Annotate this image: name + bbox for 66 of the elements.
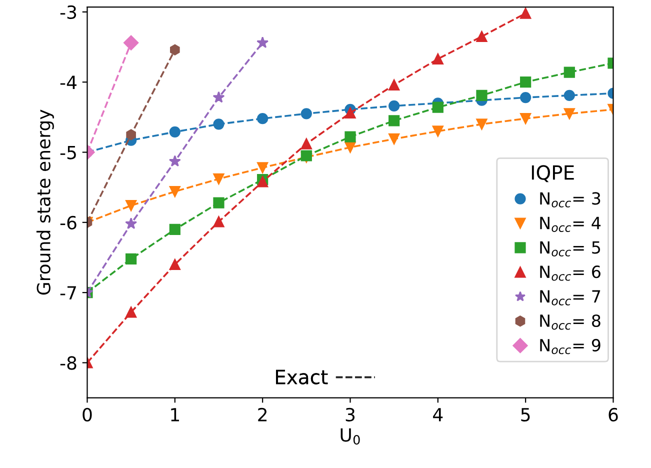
point <box>476 90 488 101</box>
point <box>388 100 400 112</box>
point <box>344 107 356 119</box>
y-tick-label: -3 <box>60 5 76 20</box>
legend-label: N$_{occ}$= 8 <box>540 314 600 330</box>
point <box>212 91 225 103</box>
point <box>257 113 268 124</box>
point <box>388 79 400 90</box>
point <box>126 306 137 318</box>
point <box>520 76 532 88</box>
point <box>432 102 444 113</box>
x-tick-label: 1 <box>171 408 179 422</box>
point <box>388 115 400 126</box>
x-tick-label: 3 <box>346 408 355 422</box>
legend-label: N$_{occ}$= 4 <box>540 216 601 232</box>
point <box>520 113 532 124</box>
point <box>476 118 488 130</box>
point <box>344 131 356 142</box>
point <box>213 118 224 130</box>
point <box>388 133 400 144</box>
point <box>169 258 180 270</box>
point <box>476 30 488 42</box>
point <box>520 8 532 19</box>
point <box>300 108 312 120</box>
point <box>432 53 444 64</box>
point <box>213 173 224 184</box>
x-tick-label: 5 <box>521 408 530 422</box>
x-tick-label: 6 <box>608 408 618 422</box>
x-axis-title: U$_{0}$ <box>340 428 360 445</box>
y-tick-label: -8 <box>60 356 76 370</box>
point <box>213 216 224 228</box>
point <box>169 126 180 138</box>
point <box>213 197 224 208</box>
point <box>520 92 532 104</box>
point <box>432 126 444 137</box>
x-tick-label: 0 <box>82 408 92 422</box>
point <box>300 138 312 150</box>
point <box>256 36 269 48</box>
x-tick-label: 2 <box>258 408 267 422</box>
point <box>344 142 356 153</box>
point <box>564 90 575 101</box>
point <box>300 150 312 162</box>
y-tick-label: -7 <box>60 286 76 300</box>
point <box>169 186 180 198</box>
y-tick-label: -4 <box>60 76 76 89</box>
legend-label: N$_{occ}$= 3 <box>540 192 600 208</box>
point <box>126 129 136 140</box>
point <box>170 44 180 56</box>
point <box>125 218 138 229</box>
legend-label: N$_{occ}$= 6 <box>540 266 600 281</box>
x-tick-label: 4 <box>433 408 443 422</box>
legend-title: IQPE <box>532 165 574 182</box>
point <box>564 108 575 120</box>
point <box>257 162 268 174</box>
point <box>126 200 137 212</box>
point <box>126 253 137 264</box>
point <box>564 66 575 78</box>
point <box>169 224 180 235</box>
legend-label: N$_{occ}$= 9 <box>540 338 600 354</box>
y-tick-label: -5 <box>60 146 76 160</box>
y-tick-label: -6 <box>60 216 76 230</box>
legend-label: N$_{occ}$= 5 <box>540 241 600 256</box>
legend-label: N$_{occ}$= 7 <box>540 290 600 306</box>
annotation: Exact <box>276 370 328 384</box>
y-axis-title: Ground state energy <box>36 110 54 295</box>
point <box>168 155 181 167</box>
